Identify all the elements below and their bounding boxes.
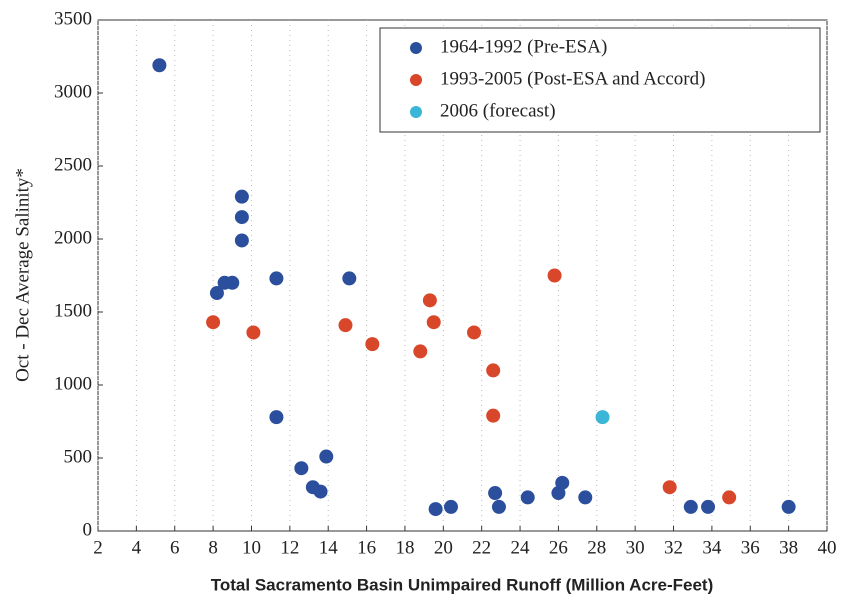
point: [319, 449, 334, 464]
point: [781, 499, 796, 514]
point: [225, 275, 240, 290]
point: [294, 461, 309, 476]
point: [520, 490, 535, 505]
point: [428, 502, 443, 517]
legend-marker: [410, 42, 422, 54]
y-tick-label: 1000: [54, 373, 92, 394]
legend-label: 1993-2005 (Post-ESA and Accord): [440, 68, 705, 89]
point: [443, 499, 458, 514]
x-tick-label: 10: [242, 537, 261, 558]
point: [206, 315, 221, 330]
point: [467, 325, 482, 340]
point: [338, 318, 353, 333]
x-tick-label: 26: [549, 537, 568, 558]
point: [342, 271, 357, 286]
x-tick-label: 16: [357, 537, 376, 558]
x-tick-label: 30: [626, 537, 645, 558]
x-tick-label: 28: [587, 537, 606, 558]
y-tick-label: 3500: [54, 8, 92, 29]
point: [234, 233, 249, 248]
point: [486, 408, 501, 423]
x-tick-label: 6: [170, 537, 180, 558]
point: [234, 210, 249, 225]
point: [426, 315, 441, 330]
y-tick-label: 2500: [54, 154, 92, 175]
x-tick-label: 38: [779, 537, 798, 558]
x-tick-label: 32: [664, 537, 683, 558]
x-tick-label: 8: [208, 537, 218, 558]
point: [701, 499, 716, 514]
point: [313, 484, 328, 499]
point: [578, 490, 593, 505]
point: [547, 268, 562, 283]
y-tick-label: 500: [64, 446, 93, 467]
x-tick-label: 36: [741, 537, 760, 558]
point: [422, 293, 437, 308]
point: [683, 499, 698, 514]
point: [488, 486, 503, 501]
point: [152, 58, 167, 73]
point: [722, 490, 737, 505]
legend-label: 2006 (forecast): [440, 100, 556, 121]
y-axis-title: Oct - Dec Average Salinity*: [12, 168, 33, 382]
legend-marker: [410, 106, 422, 118]
legend-marker: [410, 74, 422, 86]
y-tick-label: 2000: [54, 227, 92, 248]
x-tick-label: 18: [395, 537, 414, 558]
x-tick-label: 34: [702, 537, 722, 558]
x-tick-label: 20: [434, 537, 453, 558]
y-tick-label: 0: [83, 519, 93, 540]
point: [234, 189, 249, 204]
legend: [379, 27, 821, 133]
point: [209, 286, 224, 301]
point: [269, 410, 284, 425]
x-tick-label: 12: [280, 537, 299, 558]
point: [246, 325, 261, 340]
x-tick-label: 22: [472, 537, 491, 558]
x-tick-label: 24: [511, 537, 531, 558]
x-tick-label: 4: [132, 537, 142, 558]
point: [491, 499, 506, 514]
point: [413, 344, 428, 359]
x-tick-label: 2: [93, 537, 103, 558]
y-tick-label: 3000: [54, 81, 92, 102]
point: [555, 475, 570, 490]
point: [662, 480, 677, 495]
point: [269, 271, 284, 286]
x-axis-title: Total Sacramento Basin Unimpaired Runoff…: [211, 575, 714, 594]
y-tick-label: 1500: [54, 300, 92, 321]
point: [595, 410, 610, 425]
point: [365, 337, 380, 352]
x-tick-label: 40: [818, 537, 837, 558]
point: [486, 363, 501, 378]
legend-label: 1964-1992 (Pre-ESA): [440, 36, 607, 57]
x-tick-label: 14: [319, 537, 339, 558]
